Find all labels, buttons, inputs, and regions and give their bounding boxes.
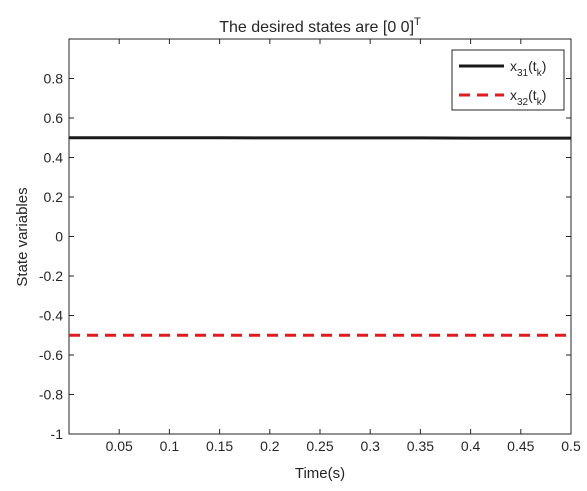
x-tick-label: 0.2 — [260, 438, 280, 454]
x-tick-label: 0.1 — [160, 438, 180, 454]
y-tick-label: -0.6 — [39, 347, 63, 363]
x-tick-label: 0.45 — [507, 438, 534, 454]
y-axis-label: State variables — [14, 187, 31, 286]
y-tick-label: -1 — [51, 426, 64, 442]
legend-label-x32: x32(tk) — [510, 87, 546, 108]
y-tick-label: 0.4 — [44, 150, 64, 166]
y-tick-label: 0.8 — [44, 71, 64, 87]
y-tick-label: 0.2 — [44, 189, 64, 205]
x-tick-label: 0.25 — [306, 438, 333, 454]
chart-title-text: The desired states are [0 0] — [219, 19, 414, 36]
y-tick-label: -0.4 — [39, 308, 63, 324]
legend-label-x31: x31(tk) — [510, 58, 546, 79]
legend: x31(tk) x32(tk) — [451, 49, 565, 111]
x-tick-label: 0.4 — [461, 438, 481, 454]
y-tick-label: -0.8 — [39, 387, 63, 403]
x-tick-label: 0.15 — [206, 438, 233, 454]
x-tick-label: 0.05 — [106, 438, 133, 454]
x-tick-label: 0.5 — [561, 438, 581, 454]
y-tick-label: -0.2 — [39, 268, 63, 284]
y-tick-label: 0.6 — [44, 110, 64, 126]
series-group — [69, 136, 571, 337]
chart-title: The desired states are [0 0]T — [219, 16, 421, 36]
x-tick-label: 0.35 — [407, 438, 434, 454]
axis-ticks: 0.05 0.1 0.15 0.2 0.25 0.3 0.35 0.4 0.45 0.5 -1 -0.… — [39, 39, 581, 454]
x-tick-label: 0.3 — [360, 438, 380, 454]
chart-title-superscript: T — [414, 16, 421, 28]
y-tick-label: 0 — [55, 229, 63, 245]
legend-box — [451, 49, 565, 111]
x-axis-label: Time(s) — [295, 465, 345, 482]
